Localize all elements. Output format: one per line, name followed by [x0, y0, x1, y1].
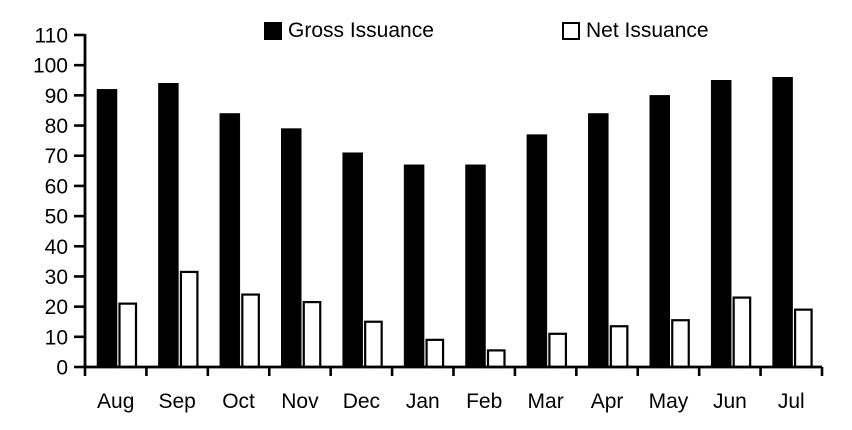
y-axis-tick-label: 70 — [45, 145, 68, 168]
gross-issuance-bar — [772, 77, 793, 368]
x-axis-category-label: Jan — [406, 390, 440, 413]
y-axis-tick-label: 0 — [56, 357, 68, 380]
net-issuance-bar — [732, 296, 752, 369]
net-issuance-bar — [793, 308, 813, 369]
x-axis-category-label: Jun — [713, 390, 747, 413]
gross-issuance-swatch-icon — [264, 21, 282, 40]
gross-issuance-bar — [649, 95, 670, 368]
gross-issuance-bar — [526, 134, 548, 368]
legend-label-net-issuance: Net Issuance — [586, 19, 709, 42]
x-axis-category-label: Oct — [222, 390, 255, 413]
legend-label-gross-issuance: Gross Issuance — [288, 19, 434, 42]
y-axis-tick-label: 60 — [45, 175, 68, 198]
x-axis-category-label: Dec — [343, 390, 380, 413]
net-issuance-bar — [609, 325, 629, 369]
net-issuance-bar — [179, 270, 199, 369]
gross-issuance-bar — [342, 152, 363, 368]
x-axis-category-label: Jul — [778, 390, 805, 413]
y-axis-tick-label: 40 — [45, 236, 68, 259]
x-axis-category-label: Nov — [281, 390, 319, 413]
gross-issuance-bar — [96, 89, 118, 368]
net-issuance-bar — [364, 320, 383, 369]
y-axis-tick-label: 80 — [45, 115, 68, 138]
net-issuance-swatch-icon — [562, 21, 580, 40]
x-axis-category-label: Aug — [97, 390, 134, 413]
gross-issuance-bar — [403, 164, 425, 368]
x-axis-category-label: Sep — [158, 390, 195, 413]
gross-issuance-bar — [465, 164, 486, 368]
x-axis-category-label: Mar — [528, 390, 564, 413]
x-axis-category-label: Feb — [466, 390, 502, 413]
y-axis-tick-label: 10 — [45, 326, 68, 349]
gross-issuance-bar — [281, 128, 302, 368]
x-axis-category-label: May — [649, 390, 689, 413]
gross-issuance-bar — [588, 113, 609, 368]
y-axis-tick-label: 90 — [45, 85, 68, 108]
y-axis-tick-label: 50 — [45, 206, 68, 229]
net-issuance-bar — [671, 319, 690, 369]
net-issuance-bar — [486, 349, 506, 369]
gross-issuance-bar — [710, 80, 732, 368]
legend-item-gross-issuance: Gross Issuance — [264, 20, 434, 41]
y-axis-tick-label: 110 — [35, 25, 68, 48]
net-issuance-bar — [302, 301, 322, 369]
net-issuance-bar — [241, 293, 260, 369]
net-issuance-bar — [425, 338, 445, 369]
gross-issuance-bar — [219, 113, 241, 368]
y-axis-tick-label: 30 — [45, 266, 68, 289]
x-axis-category-label: Apr — [591, 390, 624, 413]
y-axis-tick-label: 100 — [33, 55, 68, 78]
legend-item-net-issuance: Net Issuance — [562, 20, 709, 41]
gross-issuance-bar — [158, 83, 179, 368]
net-issuance-bar — [118, 302, 138, 369]
y-axis-tick-label: 20 — [45, 296, 68, 319]
net-issuance-bar — [548, 332, 568, 369]
